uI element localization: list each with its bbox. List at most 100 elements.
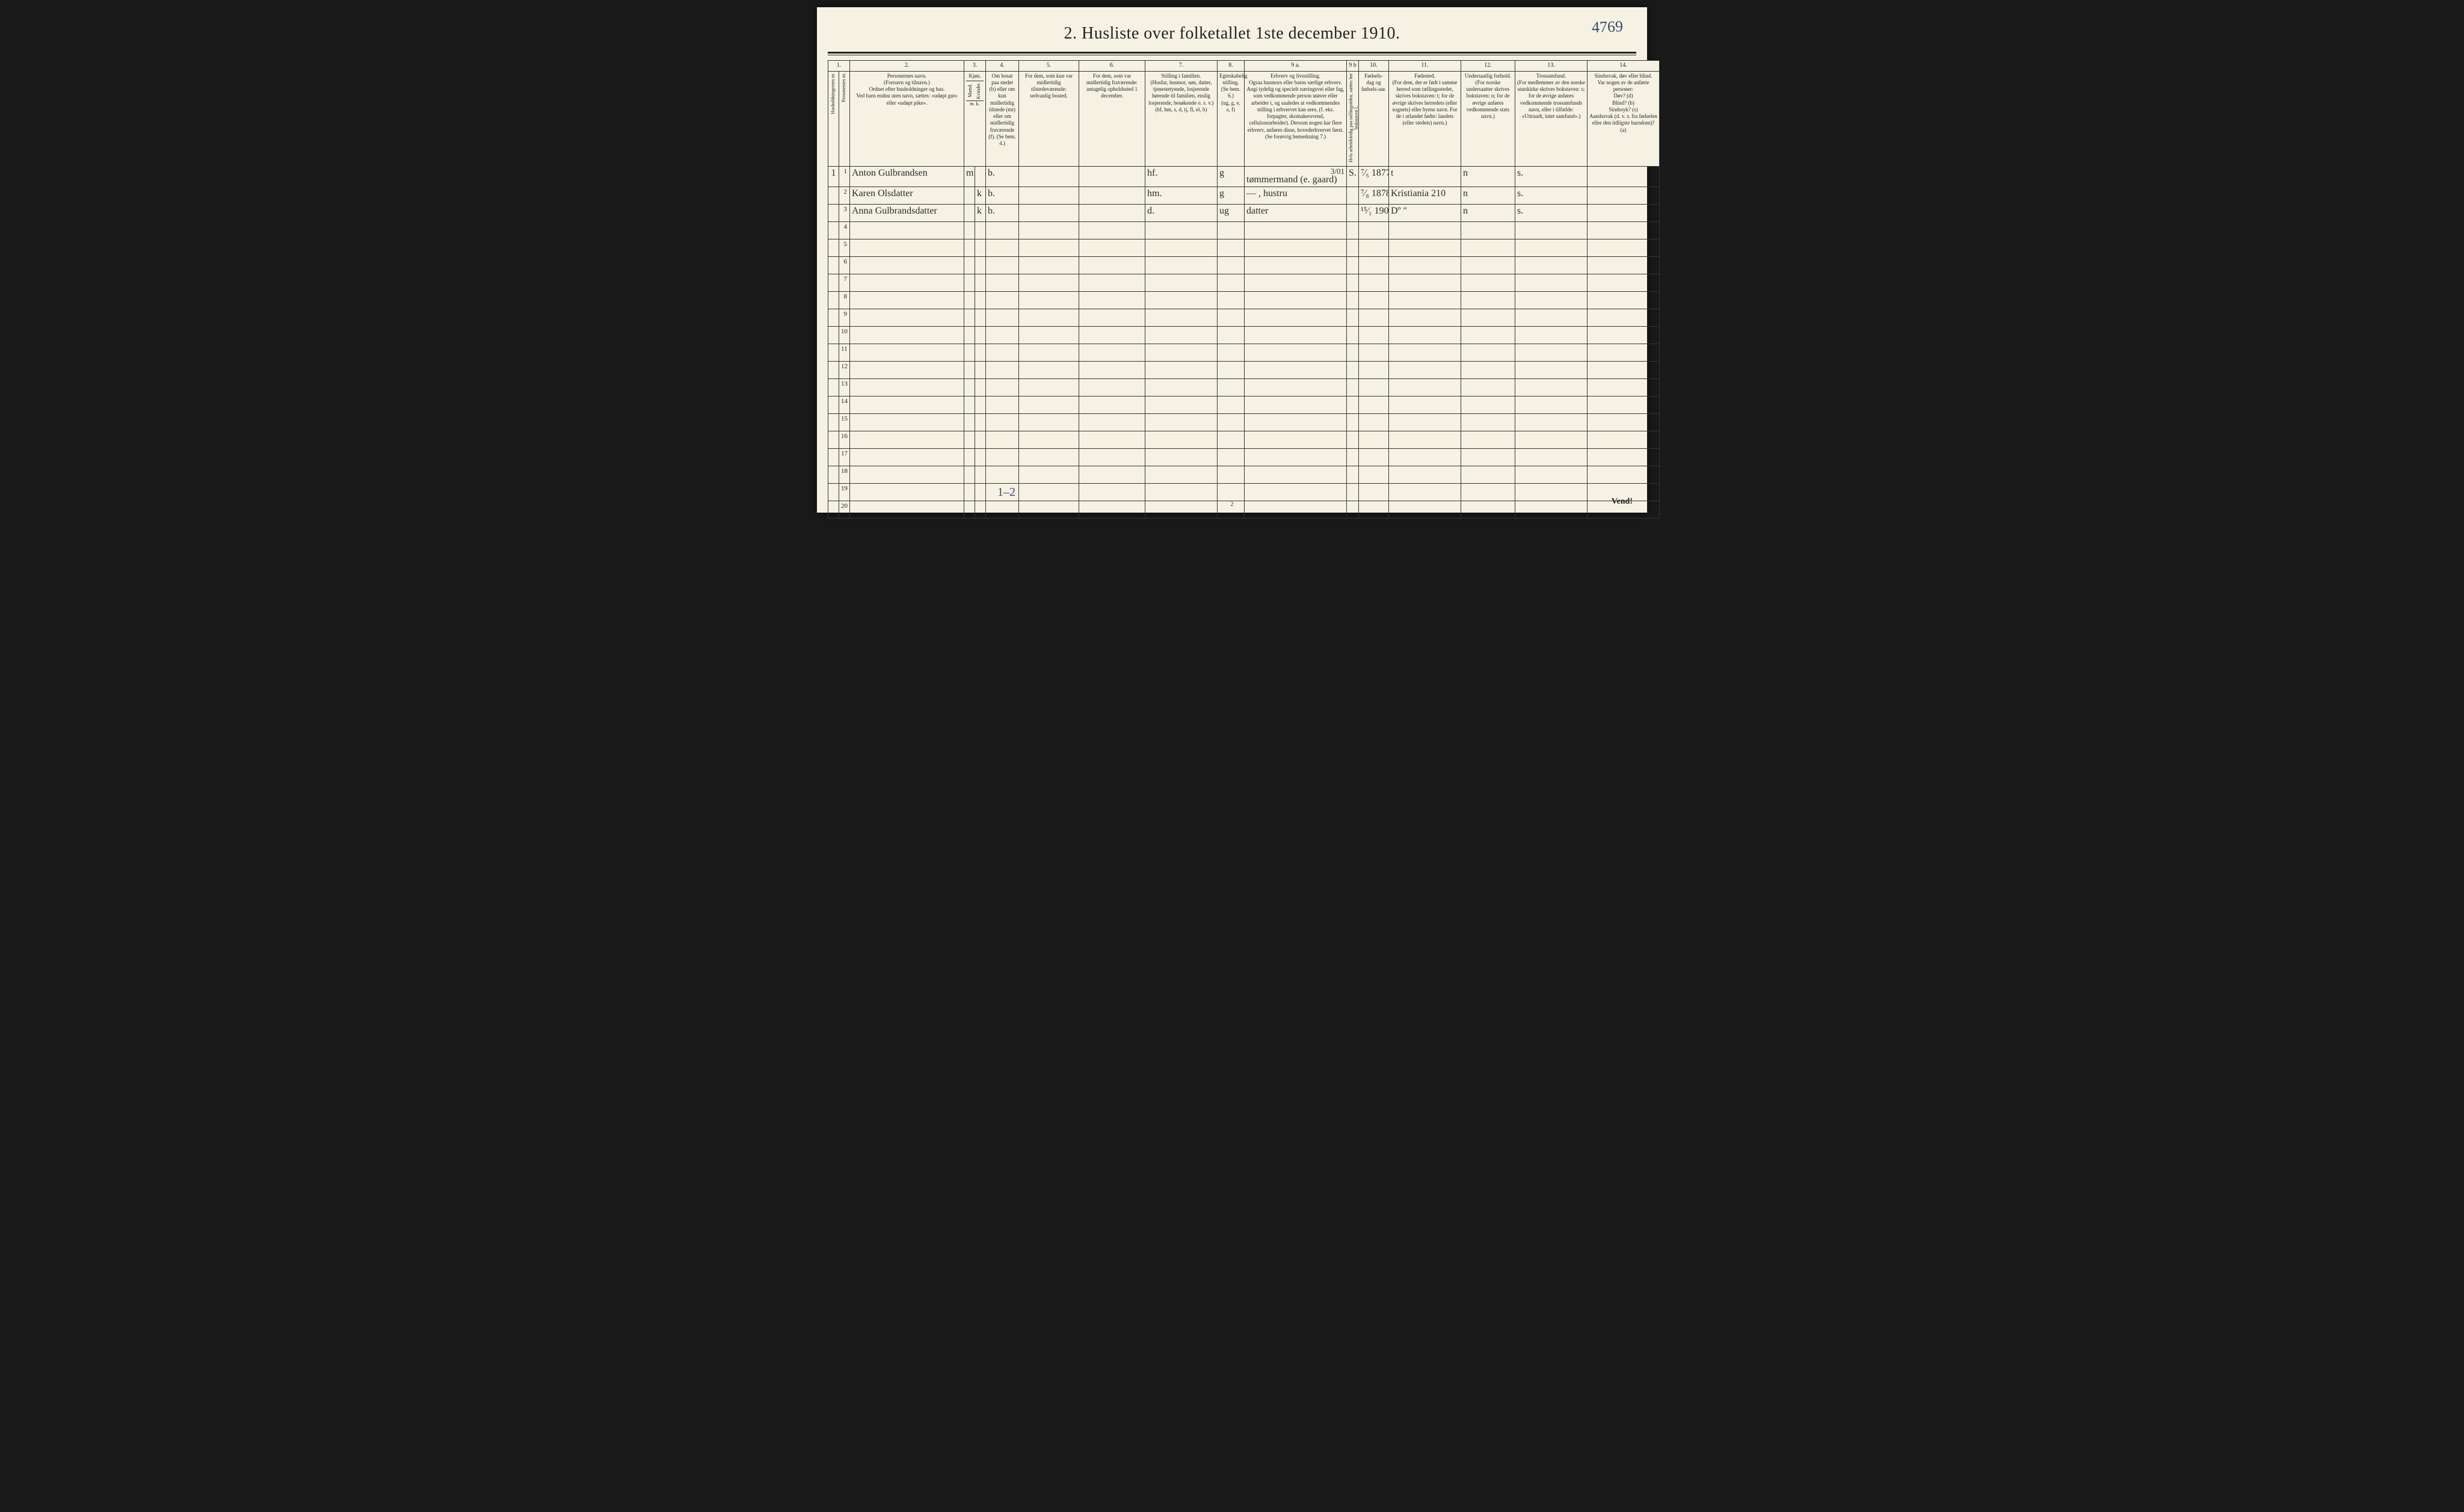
cell-c5	[1019, 222, 1079, 239]
cell-fodsel	[1359, 379, 1389, 397]
cell-sex-m	[964, 449, 975, 466]
cell-name	[850, 397, 964, 414]
cell-c5	[1019, 257, 1079, 274]
cell-fodsel	[1359, 362, 1389, 379]
cell-c6	[1079, 239, 1145, 257]
cell-egte	[1218, 397, 1245, 414]
cell-c6	[1079, 309, 1145, 327]
cell-sex-m	[964, 344, 975, 362]
cell-erhverv	[1245, 501, 1347, 519]
hdr-c5: For dem, som kun var midlertidig tilsted…	[1019, 71, 1079, 166]
cell-sex-k	[975, 397, 986, 414]
cell-c14	[1588, 187, 1660, 205]
cell-sex-k	[975, 239, 986, 257]
cell-erhverv	[1245, 449, 1347, 466]
cell-stilling	[1145, 257, 1218, 274]
cell-sex-m	[964, 431, 975, 449]
cell-fodested	[1389, 431, 1461, 449]
cell-fodested	[1389, 484, 1461, 501]
cell-erhverv	[1245, 362, 1347, 379]
cell-fodsel	[1359, 222, 1389, 239]
cell-c9b	[1347, 205, 1359, 222]
cell-tros	[1515, 327, 1588, 344]
cell-c14	[1588, 466, 1660, 484]
table-row: 17	[828, 449, 1660, 466]
cell-under	[1461, 222, 1515, 239]
cell-person-num: 2	[839, 187, 850, 205]
cell-stilling	[1145, 414, 1218, 431]
cell-hhnum	[828, 292, 839, 309]
hdr-c3k: Kvinder.	[976, 82, 982, 99]
cell-name	[850, 414, 964, 431]
cell-c5	[1019, 501, 1079, 519]
cell-under	[1461, 449, 1515, 466]
cell-name	[850, 431, 964, 449]
cell-c9b: S.	[1347, 166, 1359, 187]
cell-sex-k	[975, 484, 986, 501]
cell-c9b	[1347, 397, 1359, 414]
cell-bosat	[986, 292, 1019, 309]
cell-name	[850, 292, 964, 309]
cell-c14	[1588, 449, 1660, 466]
cell-under	[1461, 327, 1515, 344]
cell-egte	[1218, 466, 1245, 484]
cell-fodested	[1389, 501, 1461, 519]
cell-c9b	[1347, 257, 1359, 274]
cell-fodsel	[1359, 274, 1389, 292]
cell-erhverv: datter	[1245, 205, 1347, 222]
cell-under	[1461, 501, 1515, 519]
cell-hhnum	[828, 431, 839, 449]
cell-c5	[1019, 449, 1079, 466]
census-table: 1. 2. 3. 4. 5. 6. 7. 8. 9 a. 9 b 10. 11.…	[828, 60, 1660, 519]
table-row: 20	[828, 501, 1660, 519]
cell-sex-m	[964, 379, 975, 397]
table-row: 14	[828, 397, 1660, 414]
cell-sex-k	[975, 292, 986, 309]
cell-c14	[1588, 414, 1660, 431]
cell-sex-m	[964, 292, 975, 309]
hdr-c3m: Mænd.	[968, 82, 973, 99]
cell-fodested	[1389, 362, 1461, 379]
cell-fodsel	[1359, 466, 1389, 484]
cell-stilling	[1145, 239, 1218, 257]
cell-bosat	[986, 309, 1019, 327]
cell-c14	[1588, 431, 1660, 449]
cell-sex-m	[964, 187, 975, 205]
cell-c14	[1588, 292, 1660, 309]
cell-fodested: t	[1389, 166, 1461, 187]
cell-bosat	[986, 501, 1019, 519]
cell-fodested	[1389, 397, 1461, 414]
cell-erhverv	[1245, 397, 1347, 414]
hdr-c11: Fødested. (For dem, der er født i samme …	[1389, 71, 1461, 166]
colnum-11: 11.	[1389, 61, 1461, 72]
cell-c14	[1588, 309, 1660, 327]
cell-fodested	[1389, 466, 1461, 484]
cell-fodested	[1389, 257, 1461, 274]
hdr-c3mk: m. k.	[966, 100, 984, 107]
cell-stilling	[1145, 449, 1218, 466]
cell-c14	[1588, 205, 1660, 222]
cell-c5	[1019, 309, 1079, 327]
cell-name: Karen Olsdatter	[850, 187, 964, 205]
cell-erhverv-text: tømmermand (e. gaard)	[1246, 174, 1344, 185]
cell-hhnum	[828, 222, 839, 239]
cell-c9b	[1347, 274, 1359, 292]
cell-sex-m	[964, 222, 975, 239]
table-row: 11Anton Gulbrandsenmb.hf.g3/01tømmermand…	[828, 166, 1660, 187]
cell-hhnum	[828, 274, 839, 292]
cell-egte	[1218, 257, 1245, 274]
cell-person-num: 17	[839, 449, 850, 466]
cell-stilling	[1145, 327, 1218, 344]
cell-sex-k	[975, 362, 986, 379]
cell-c6	[1079, 187, 1145, 205]
cell-fodested	[1389, 239, 1461, 257]
table-row: 12	[828, 362, 1660, 379]
cell-c6	[1079, 327, 1145, 344]
cell-c6	[1079, 222, 1145, 239]
cell-c6	[1079, 362, 1145, 379]
cell-c6	[1079, 466, 1145, 484]
hdr-c9b: Hvis arbeidsledig paa tællingstiden, sæt…	[1347, 71, 1359, 166]
footer-hand-annotation: 1–2	[997, 486, 1015, 499]
table-header: 1. 2. 3. 4. 5. 6. 7. 8. 9 a. 9 b 10. 11.…	[828, 61, 1660, 167]
cell-erhverv	[1245, 344, 1347, 362]
